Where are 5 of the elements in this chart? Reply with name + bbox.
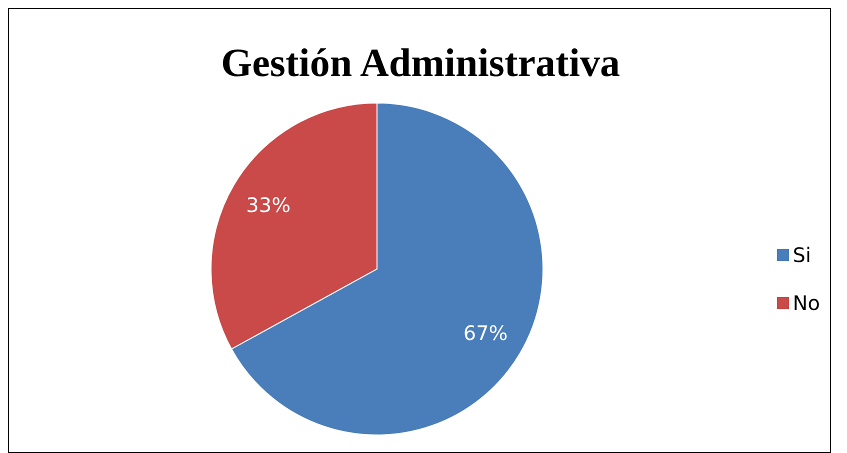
chart-title: Gestión Administrativa	[220, 39, 621, 86]
data-label: 33%	[246, 192, 291, 217]
legend-label: Si	[792, 242, 812, 269]
data-label: 67%	[463, 321, 508, 346]
legend-label: No	[792, 290, 820, 317]
